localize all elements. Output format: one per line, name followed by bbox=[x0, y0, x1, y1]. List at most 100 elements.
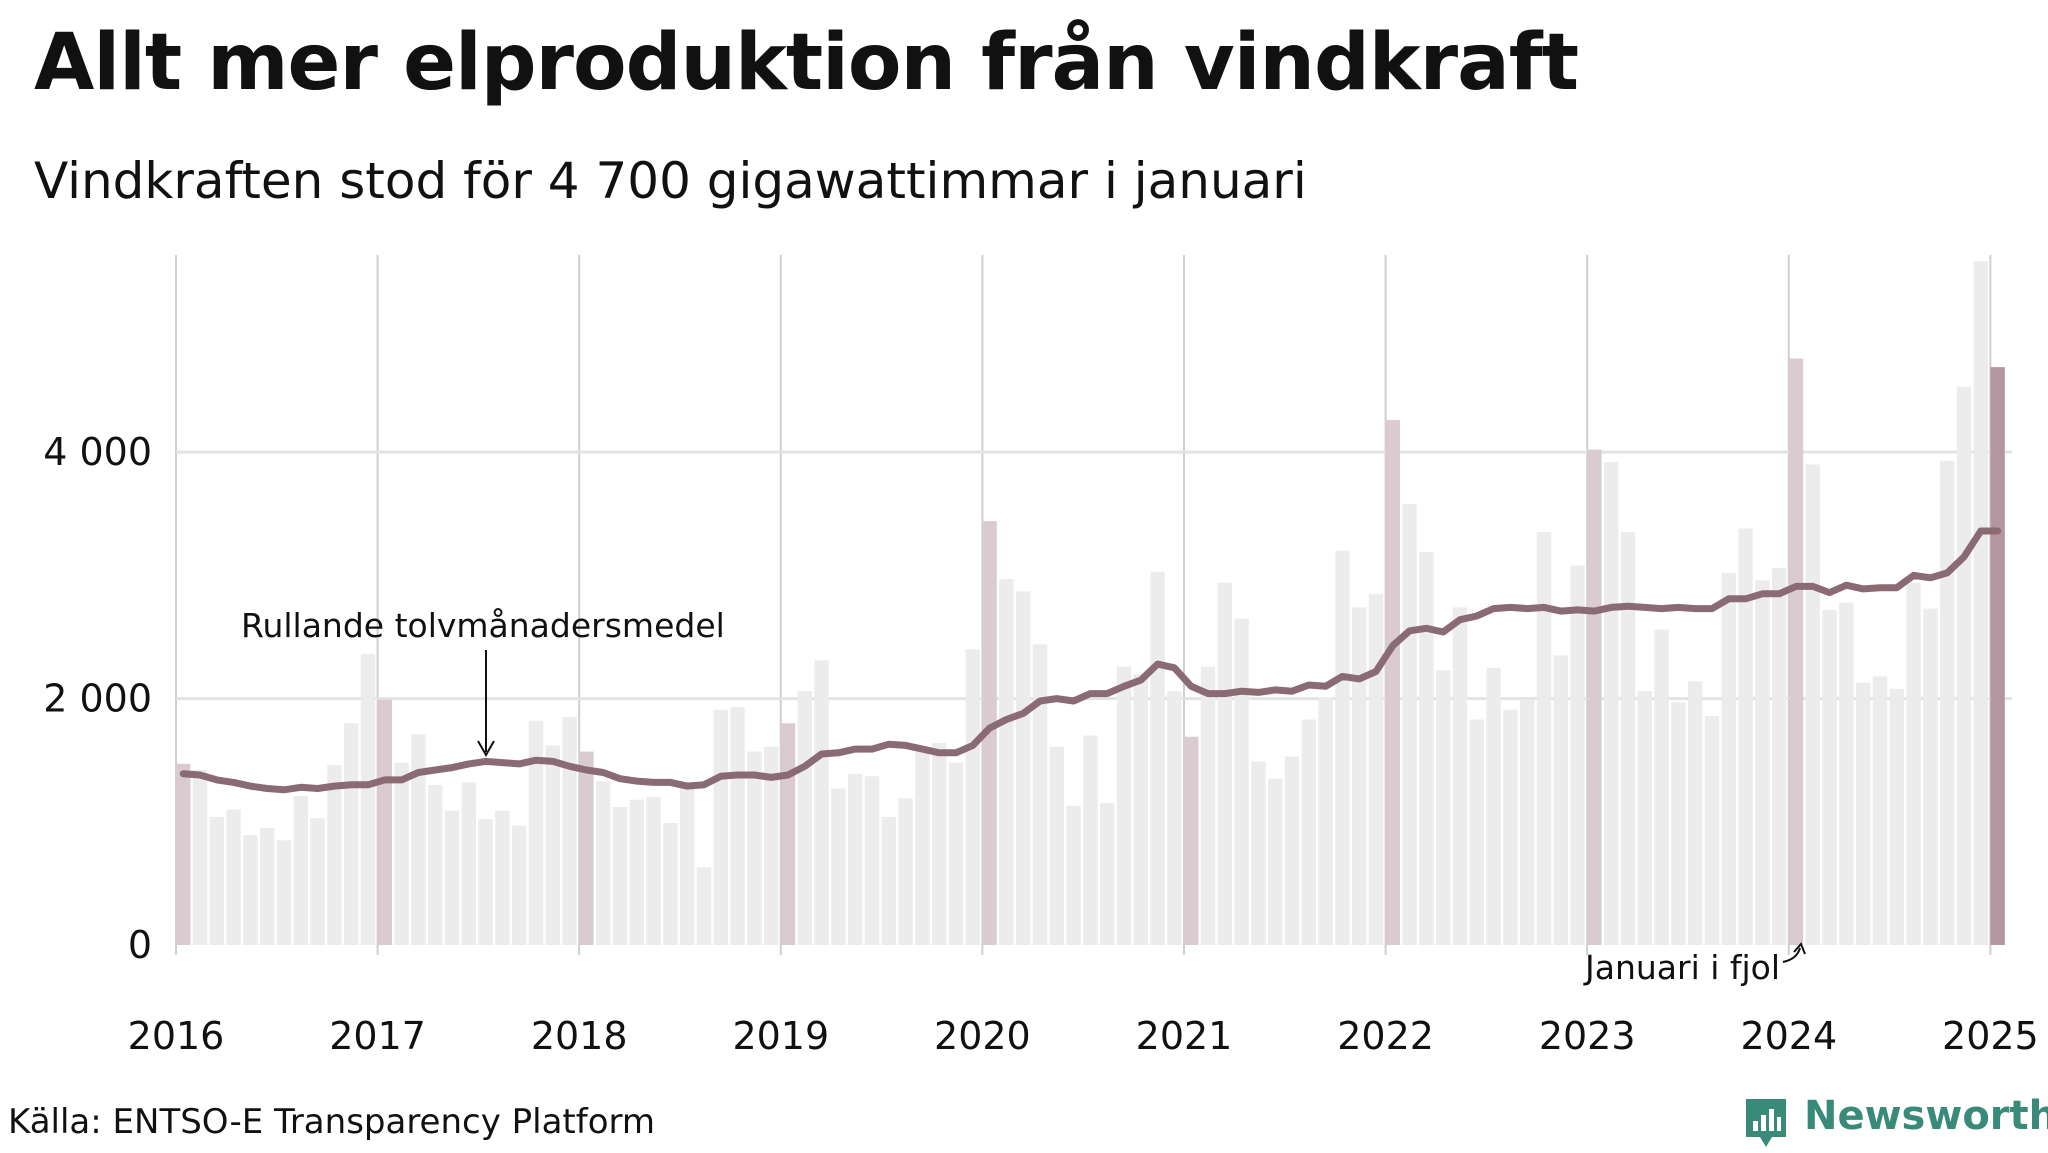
bar-month-95 bbox=[1772, 567, 1787, 945]
bar-month-88 bbox=[1654, 629, 1669, 945]
bar-month-84 bbox=[1587, 449, 1602, 945]
bar-month-28 bbox=[646, 797, 661, 945]
chart-title: Allt mer elproduktion från vindkraft bbox=[34, 18, 1579, 108]
bar-month-17 bbox=[461, 782, 476, 945]
january-annotation-arrow-line bbox=[1782, 947, 1801, 963]
bar-month-42 bbox=[881, 816, 896, 945]
newsworthy-logo-icon bbox=[1746, 1099, 1786, 1147]
bar-month-65 bbox=[1268, 778, 1283, 945]
bar-month-99 bbox=[1839, 602, 1854, 945]
brand-name: Newsworthy bbox=[1804, 1093, 2048, 1139]
bar-month-34 bbox=[747, 751, 762, 945]
bar-month-61 bbox=[1200, 666, 1216, 945]
bar-month-80 bbox=[1520, 699, 1535, 945]
bar-month-22 bbox=[545, 745, 560, 945]
bar-month-33 bbox=[730, 707, 745, 945]
bar-month-86 bbox=[1620, 532, 1636, 945]
bar-month-105 bbox=[1940, 460, 1955, 945]
bar-month-46 bbox=[948, 762, 964, 945]
bar-month-52 bbox=[1049, 746, 1064, 945]
bar-month-69 bbox=[1335, 550, 1350, 945]
bar-month-62 bbox=[1217, 582, 1232, 945]
bar-month-11 bbox=[360, 654, 376, 945]
bar-month-74 bbox=[1419, 551, 1434, 945]
y-tick-label-0: 0 bbox=[128, 923, 152, 967]
bar-month-25 bbox=[596, 781, 611, 945]
bar-month-89 bbox=[1671, 702, 1686, 945]
bar-month-59 bbox=[1167, 691, 1182, 945]
x-axis-ticks: 2016 2017 2018 2019 2020 2021 2022 2023 2024 2025 bbox=[128, 1014, 2039, 1058]
bar-month-54 bbox=[1083, 735, 1098, 945]
bar-month-12 bbox=[377, 699, 392, 945]
bar-month-75 bbox=[1436, 670, 1451, 945]
bar-month-27 bbox=[629, 799, 644, 945]
bar-month-60 bbox=[1184, 736, 1199, 945]
bar-month-10 bbox=[344, 723, 359, 945]
bar-month-23 bbox=[562, 717, 577, 945]
x-tick-label-2021: 2021 bbox=[1136, 1014, 1233, 1058]
bar-month-55 bbox=[1100, 803, 1115, 945]
bar-month-50 bbox=[1016, 591, 1031, 945]
bar-month-35 bbox=[764, 746, 779, 945]
x-tick-label-2022: 2022 bbox=[1337, 1014, 1434, 1058]
bar-month-83 bbox=[1570, 565, 1585, 945]
x-tick-label-2024: 2024 bbox=[1740, 1014, 1837, 1058]
bar-month-21 bbox=[528, 720, 544, 945]
bar-month-79 bbox=[1503, 709, 1518, 945]
bar-month-0 bbox=[176, 763, 191, 945]
bar-month-49 bbox=[999, 579, 1014, 945]
bar-month-14 bbox=[411, 734, 426, 945]
bar-month-5 bbox=[260, 827, 275, 945]
bar-month-51 bbox=[1032, 644, 1048, 945]
x-tick-label-2019: 2019 bbox=[732, 1014, 829, 1058]
value-gridlines bbox=[176, 450, 2012, 701]
bar-month-15 bbox=[428, 784, 443, 945]
bar-month-13 bbox=[394, 762, 409, 945]
bar-month-92 bbox=[1721, 572, 1736, 945]
bar-month-66 bbox=[1284, 756, 1300, 945]
x-tick-label-2025: 2025 bbox=[1942, 1014, 2039, 1058]
bar-month-103 bbox=[1906, 582, 1921, 945]
bar-month-93 bbox=[1738, 528, 1753, 945]
x-tick-label-2016: 2016 bbox=[128, 1014, 225, 1058]
bar-month-43 bbox=[898, 798, 913, 945]
bar-month-9 bbox=[327, 765, 342, 945]
bar-month-41 bbox=[864, 776, 880, 945]
rolling-average-line bbox=[179, 527, 2002, 794]
bar-month-57 bbox=[1133, 673, 1148, 945]
bar-month-98 bbox=[1822, 609, 1837, 945]
bar-month-82 bbox=[1553, 655, 1568, 945]
bar-month-96 bbox=[1788, 358, 1804, 945]
bar-month-90 bbox=[1688, 681, 1703, 945]
bar-month-104 bbox=[1923, 608, 1938, 945]
bar-month-87 bbox=[1637, 691, 1652, 945]
x-tick-label-2020: 2020 bbox=[934, 1014, 1031, 1058]
bar-month-68 bbox=[1318, 697, 1333, 945]
bar-month-45 bbox=[932, 742, 947, 945]
bar-month-29 bbox=[663, 823, 678, 945]
x-tick-label-2017: 2017 bbox=[329, 1014, 426, 1058]
source-note: Källa: ENTSO-E Transparency Platform bbox=[8, 1102, 656, 1142]
bar-month-39 bbox=[831, 788, 846, 945]
bar-month-97 bbox=[1805, 464, 1820, 945]
brand-logo[interactable]: Newsworthy bbox=[1742, 1093, 2048, 1153]
y-tick-label-2000: 2 000 bbox=[43, 677, 152, 721]
bar-month-63 bbox=[1234, 618, 1249, 945]
january-last-year-annotation: Januari i fjol bbox=[1583, 948, 1780, 987]
bar-month-20 bbox=[512, 825, 527, 945]
bar-month-32 bbox=[713, 709, 728, 945]
january-annotation-arrowhead bbox=[1793, 942, 1806, 955]
bar-month-36 bbox=[780, 723, 796, 945]
bar-month-85 bbox=[1604, 462, 1619, 945]
bar-month-2 bbox=[209, 816, 224, 945]
bar-month-47 bbox=[965, 649, 980, 945]
y-axis-ticks: 0 2 000 4 000 bbox=[43, 430, 152, 967]
rolling-average-annotation: Rullande tolvmånadersmedel bbox=[241, 606, 725, 645]
bar-month-56 bbox=[1116, 666, 1132, 945]
bar-month-73 bbox=[1402, 503, 1417, 945]
bar-month-101 bbox=[1872, 676, 1888, 945]
bar-month-108 bbox=[1990, 367, 2005, 945]
bar-month-1 bbox=[192, 770, 208, 945]
bar-month-8 bbox=[310, 818, 325, 945]
